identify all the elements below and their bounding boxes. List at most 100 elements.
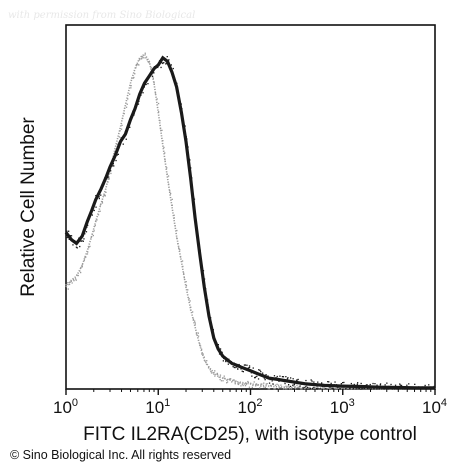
histogram-point — [162, 62, 164, 65]
histogram-point — [200, 255, 202, 257]
histogram-point — [233, 379, 235, 381]
histogram-point — [188, 158, 190, 160]
histogram-point — [158, 111, 160, 113]
histogram-point — [193, 196, 195, 199]
histogram-point — [191, 177, 193, 179]
histogram-point — [65, 284, 67, 286]
histogram-point — [218, 376, 220, 378]
histogram-point — [158, 60, 161, 62]
histogram-point — [366, 384, 368, 386]
histogram-point — [415, 387, 418, 389]
histogram-point — [183, 272, 185, 274]
histogram-point — [141, 57, 143, 60]
histogram-point — [120, 128, 123, 130]
x-tick-label: 103 — [330, 397, 355, 417]
histogram-point — [185, 284, 188, 287]
histogram-point — [233, 362, 235, 364]
histogram-point — [190, 167, 192, 169]
histogram-point — [404, 388, 406, 390]
histogram-point — [125, 138, 127, 140]
histogram-point — [82, 240, 84, 242]
histogram-point — [224, 377, 226, 379]
histogram-point — [200, 258, 202, 260]
histogram-point — [203, 278, 206, 280]
histogram-point — [263, 382, 265, 384]
histogram-point — [287, 377, 289, 379]
histogram-point — [351, 388, 353, 390]
x-tick-label: 100 — [53, 397, 78, 417]
histogram-point — [103, 181, 105, 183]
histogram-point — [197, 335, 200, 337]
histogram-point — [259, 387, 261, 389]
histogram-point — [72, 278, 75, 281]
histogram-point — [137, 98, 139, 100]
histogram-point — [100, 194, 102, 196]
histogram-point — [237, 368, 239, 370]
histogram-point — [223, 357, 225, 360]
histogram-point — [384, 384, 386, 386]
histogram-point — [347, 385, 349, 387]
histogram-point — [119, 130, 121, 132]
histogram-point — [72, 244, 74, 246]
plot-area: 100 101 102 103 104 — [53, 24, 447, 417]
histogram-point — [138, 100, 140, 102]
histogram-point — [130, 85, 132, 87]
histogram-point — [91, 233, 93, 235]
histogram-point — [263, 386, 265, 388]
histogram-point — [167, 175, 170, 177]
histogram-point — [173, 217, 175, 219]
histogram-point — [343, 388, 346, 390]
histogram-point — [146, 59, 148, 61]
tick-label-base: 10 — [422, 398, 441, 417]
histogram-point — [233, 366, 235, 369]
histogram-point — [250, 372, 252, 374]
histogram-point — [350, 382, 352, 385]
histogram-point — [250, 382, 252, 384]
histogram-point — [137, 103, 140, 105]
histogram-point — [212, 333, 214, 335]
histogram-point — [173, 78, 175, 80]
histogram-point — [201, 268, 203, 271]
histogram-point — [397, 388, 400, 390]
histogram-point — [121, 117, 124, 120]
histogram-point — [252, 384, 254, 386]
histogram-point — [268, 388, 271, 390]
histogram-point — [222, 380, 224, 382]
histogram-point — [227, 363, 229, 365]
x-tick-label: 102 — [238, 397, 263, 417]
histogram-point — [88, 246, 90, 249]
histogram-point — [138, 59, 141, 61]
histogram-point — [357, 388, 359, 390]
histogram-point — [138, 64, 140, 66]
histogram-point — [239, 365, 241, 367]
histogram-point — [317, 381, 319, 383]
histogram-point — [165, 63, 167, 65]
histogram-point — [132, 110, 134, 112]
histogram-point — [222, 360, 224, 362]
histogram-point — [363, 387, 365, 389]
histogram-point — [327, 384, 329, 386]
histogram-point — [96, 195, 99, 197]
histogram-point — [396, 387, 399, 389]
histogram-point — [66, 230, 68, 232]
histogram-point — [187, 146, 189, 148]
histogram-point — [279, 375, 281, 377]
histogram-point — [157, 66, 159, 69]
histogram-point — [134, 73, 136, 75]
histogram-point — [147, 61, 149, 63]
histogram-point — [102, 183, 104, 186]
histogram-point — [212, 372, 214, 374]
histogram-point — [266, 375, 268, 377]
tick-label-base: 10 — [145, 398, 164, 417]
histogram-point — [365, 388, 367, 390]
histogram-point — [116, 154, 118, 156]
histogram-point — [410, 388, 413, 390]
histogram-point — [268, 382, 271, 384]
histogram-point — [243, 383, 245, 385]
histogram-point — [163, 62, 165, 64]
histogram-point — [245, 368, 247, 371]
histogram-point — [112, 164, 114, 166]
histogram-point — [170, 64, 172, 66]
histogram-point — [189, 159, 191, 161]
histogram-point — [319, 384, 321, 386]
